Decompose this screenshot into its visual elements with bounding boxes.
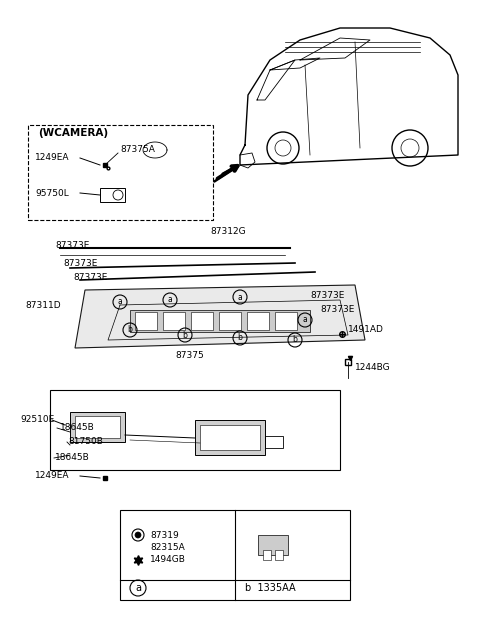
Text: 81750B: 81750B (68, 438, 103, 446)
Text: 87373E: 87373E (320, 305, 354, 314)
Bar (263, 550, 271, 560)
Text: a: a (302, 315, 307, 324)
Text: 87312G: 87312G (210, 228, 246, 237)
Text: 1244BG: 1244BG (355, 364, 391, 373)
Text: 1491AD: 1491AD (348, 326, 384, 335)
Text: b: b (182, 331, 187, 340)
Text: b  1335AA: b 1335AA (245, 583, 296, 593)
Text: 18645B: 18645B (60, 424, 95, 432)
Text: b: b (238, 333, 242, 343)
Text: 87375: 87375 (175, 350, 204, 359)
Text: (WCAMERA): (WCAMERA) (38, 128, 108, 138)
Bar (120, 510, 350, 600)
Text: 1249EA: 1249EA (35, 153, 70, 163)
Polygon shape (75, 285, 365, 348)
Text: b: b (293, 336, 298, 345)
Bar (130, 310, 310, 332)
Text: 1249EA: 1249EA (35, 471, 70, 481)
Text: 87319: 87319 (150, 530, 179, 539)
Circle shape (135, 532, 141, 538)
Bar (258, 535, 288, 555)
Bar (265, 436, 283, 448)
Text: 95750L: 95750L (35, 188, 69, 198)
Bar (247, 312, 269, 330)
Text: 87373E: 87373E (55, 240, 89, 249)
Text: a: a (135, 583, 141, 593)
Text: a: a (118, 298, 122, 307)
Text: 87375A: 87375A (120, 146, 155, 155)
Bar (219, 312, 241, 330)
Bar (275, 550, 283, 560)
Text: a: a (238, 293, 242, 301)
Text: 87373E: 87373E (310, 291, 344, 300)
Bar (163, 312, 185, 330)
Bar (195, 420, 265, 455)
Bar (275, 312, 297, 330)
Text: 1494GB: 1494GB (150, 555, 186, 565)
Text: a: a (168, 296, 172, 305)
Text: 82315A: 82315A (150, 544, 185, 553)
Text: 87373E: 87373E (73, 273, 108, 282)
Bar (200, 425, 260, 450)
Bar (100, 188, 125, 202)
Bar (135, 312, 157, 330)
Text: 18645B: 18645B (55, 453, 90, 462)
Text: b: b (128, 326, 132, 335)
Text: 87373E: 87373E (63, 258, 97, 268)
Text: 87311D: 87311D (25, 301, 60, 310)
Bar (75, 416, 120, 438)
Bar (50, 390, 340, 470)
Bar (70, 412, 125, 442)
Bar (191, 312, 213, 330)
Text: 92510E: 92510E (20, 415, 54, 424)
